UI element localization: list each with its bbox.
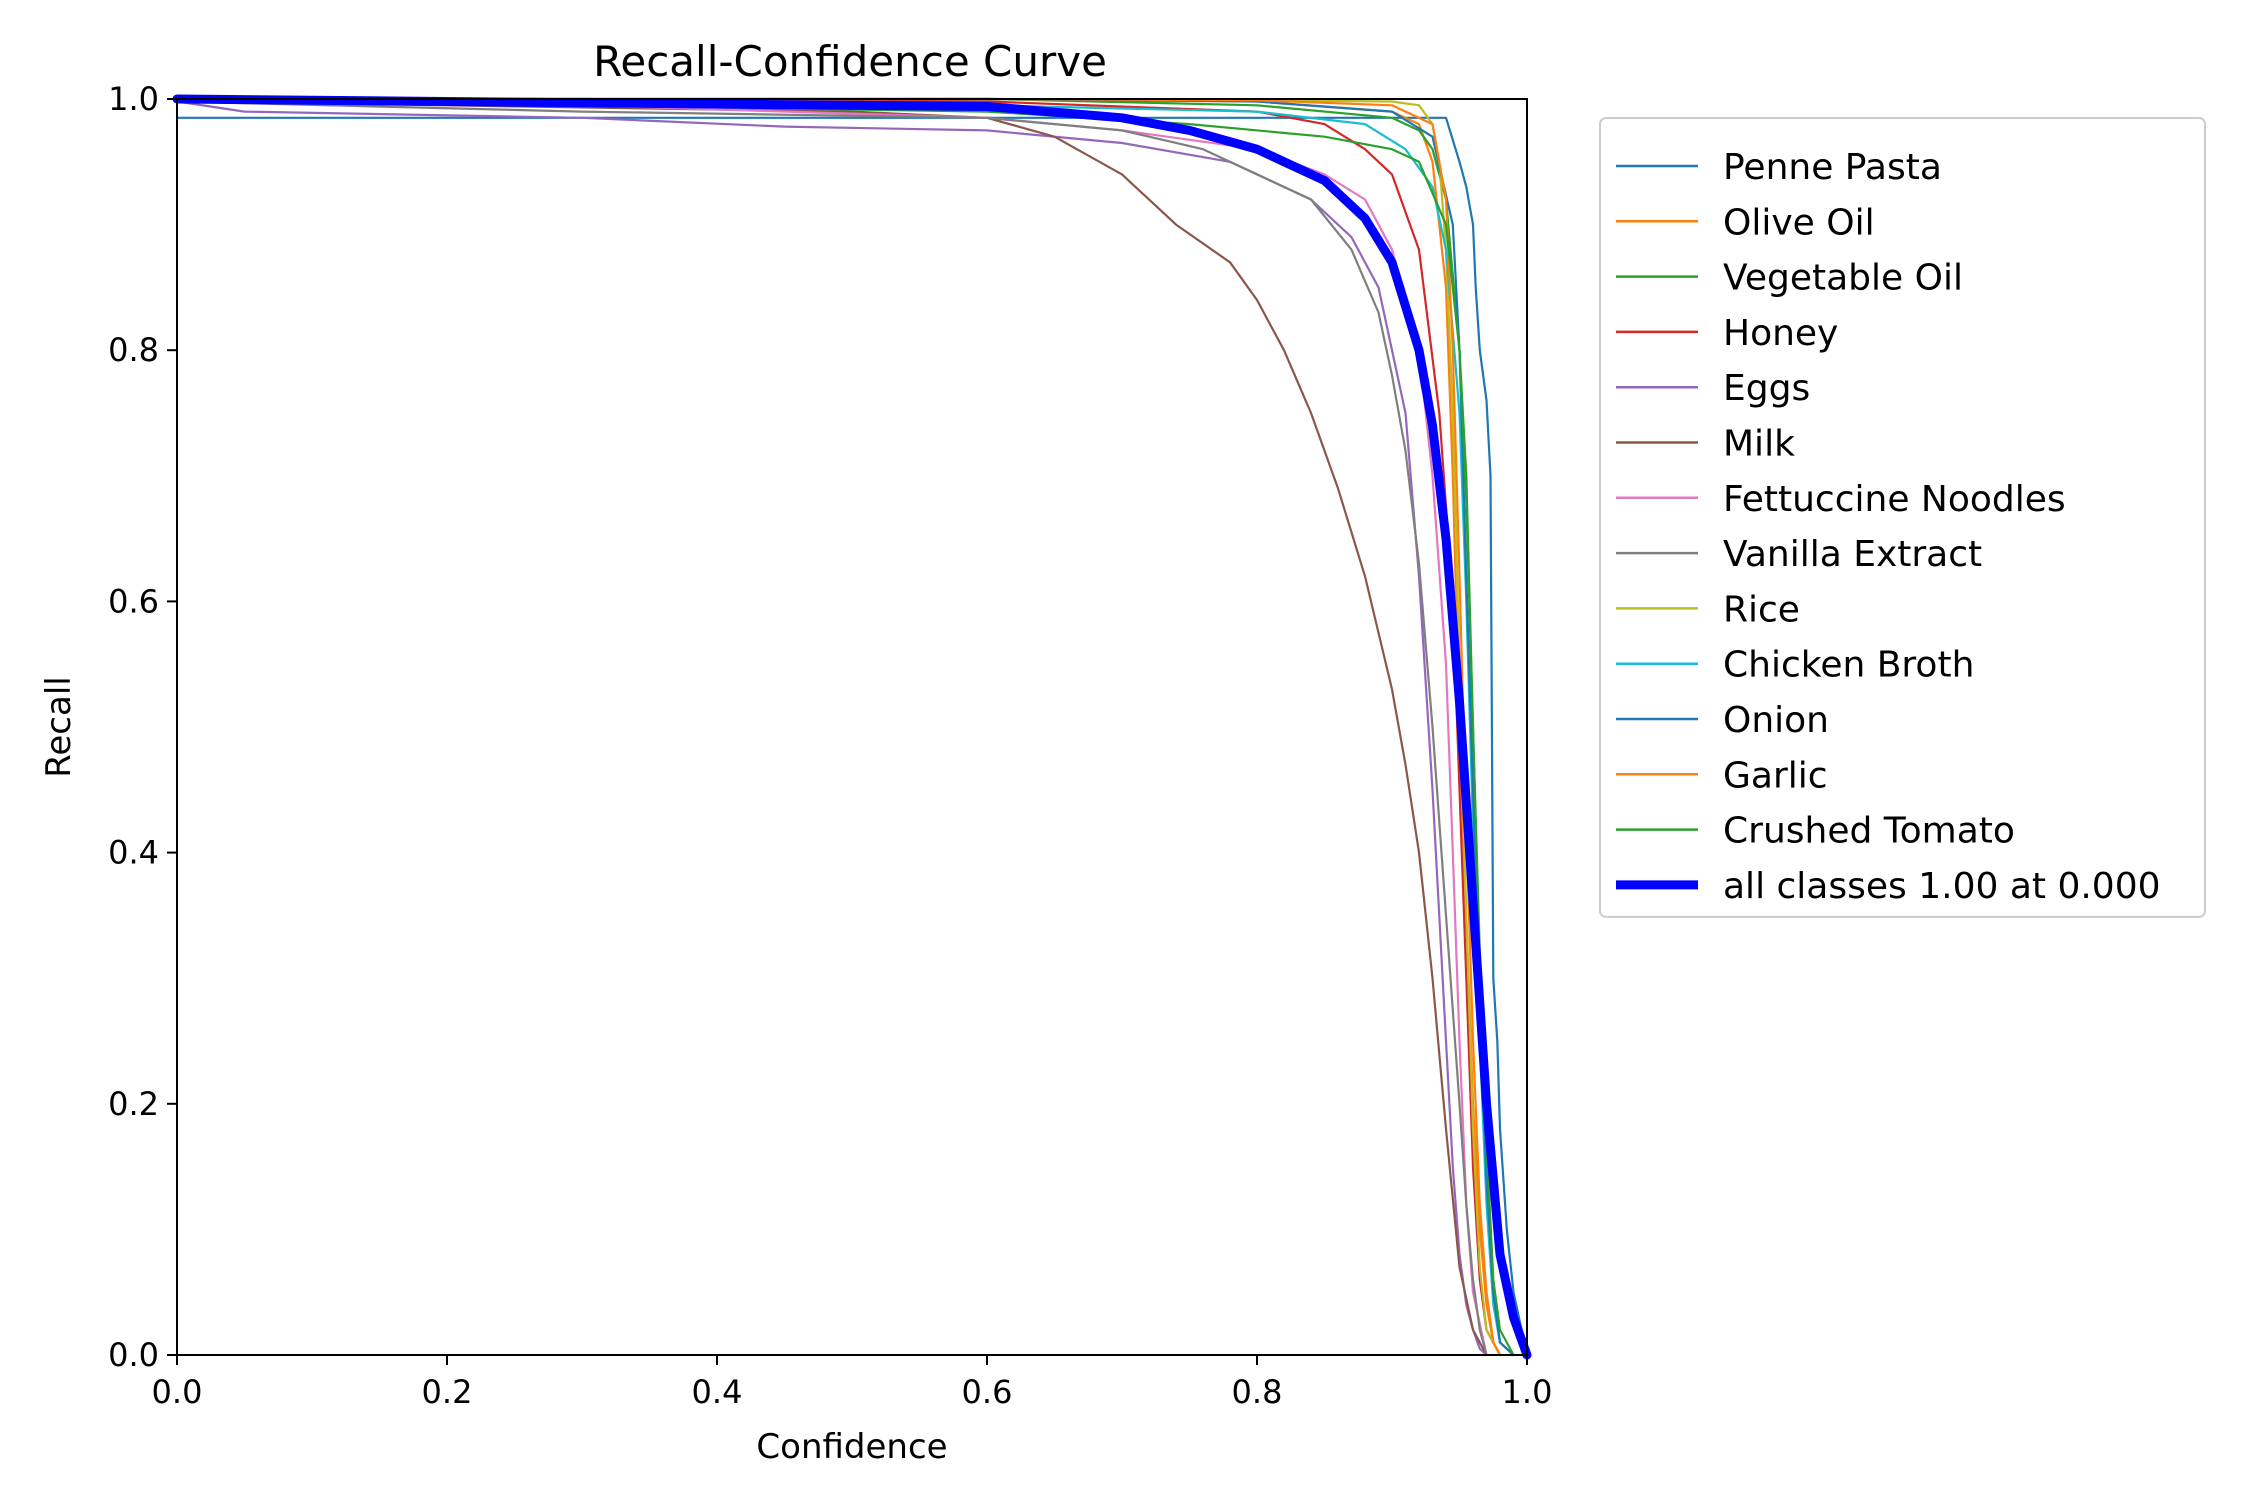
legend-label-chicken-broth: Chicken Broth	[1723, 645, 1974, 686]
y-axis-label: Recall	[39, 676, 79, 777]
legend-label-vanilla-extract: Vanilla Extract	[1723, 534, 1982, 575]
y-tick-label: 0.8	[108, 331, 159, 369]
y-axis: 0.0 0.2 0.4 0.6 0.8 1.0	[108, 80, 177, 1374]
x-axis: 0.0 0.2 0.4 0.6 0.8 1.0	[152, 1355, 1553, 1411]
legend-label-onion: Onion	[1723, 700, 1829, 741]
y-tick-label: 0.6	[108, 582, 159, 620]
series-line-all-classes-1-00-at-0-000	[172, 94, 1532, 1360]
series-line-honey	[175, 97, 1502, 1357]
x-tick-label: 0.4	[692, 1373, 743, 1411]
legend-box	[1599, 117, 2206, 918]
legend-label-fettuccine-noodles: Fettuccine Noodles	[1723, 479, 2066, 520]
x-tick-label: 0.0	[152, 1373, 203, 1411]
legend-label-all-classes-1-00-at-0-000: all classes 1.00 at 0.000	[1723, 866, 2161, 907]
legend-label-penne-pasta: Penne Pasta	[1723, 147, 1942, 188]
series-line-penne-pasta	[175, 116, 1529, 1357]
x-tick-label: 0.2	[422, 1373, 473, 1411]
legend-label-olive-oil: Olive Oil	[1723, 202, 1875, 243]
y-tick-label: 0.0	[108, 1336, 159, 1374]
legend-label-vegetable-oil: Vegetable Oil	[1723, 258, 1963, 299]
y-tick-label: 1.0	[108, 80, 159, 118]
legend-label-milk: Milk	[1723, 424, 1795, 465]
legend-label-crushed-tomato: Crushed Tomato	[1723, 811, 2015, 852]
chart-title: Recall-Confidence Curve	[593, 37, 1107, 86]
legend: Penne Pasta Olive Oil Vegetable Oil Honey Eg…	[1599, 117, 2206, 918]
legend-label-eggs: Eggs	[1723, 368, 1810, 409]
legend-label-honey: Honey	[1723, 313, 1838, 354]
series-line-milk	[175, 100, 1488, 1357]
axes-frame	[176, 98, 1528, 1356]
x-axis-label: Confidence	[756, 1427, 947, 1467]
x-tick-label: 0.6	[962, 1373, 1013, 1411]
y-tick-label: 0.4	[108, 834, 159, 872]
x-tick-label: 0.8	[1232, 1373, 1283, 1411]
y-tick-label: 0.2	[108, 1085, 159, 1123]
series-line-vanilla-extract	[175, 100, 1488, 1357]
x-tick-label: 1.0	[1502, 1373, 1553, 1411]
legend-label-rice: Rice	[1723, 589, 1800, 630]
legend-label-garlic: Garlic	[1723, 755, 1828, 796]
